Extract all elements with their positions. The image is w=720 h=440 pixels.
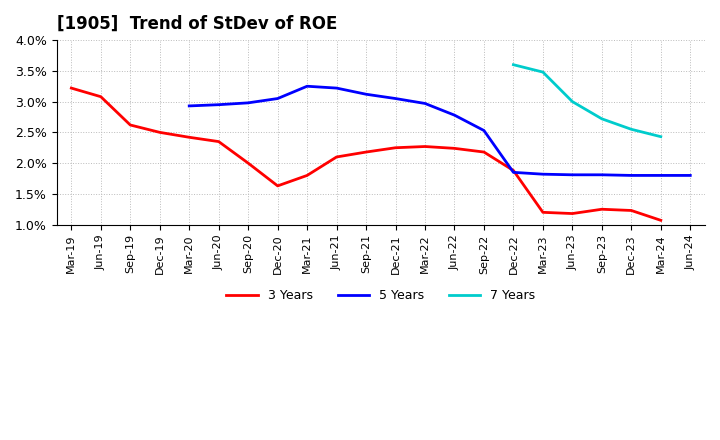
Text: [1905]  Trend of StDev of ROE: [1905] Trend of StDev of ROE: [57, 15, 337, 33]
3 Years: [391, 145, 400, 150]
5 Years: [539, 172, 547, 177]
5 Years: [244, 100, 253, 106]
7 Years: [598, 116, 606, 121]
3 Years: [67, 85, 76, 91]
3 Years: [539, 210, 547, 215]
3 Years: [627, 208, 636, 213]
5 Years: [509, 170, 518, 175]
7 Years: [509, 62, 518, 67]
Line: 3 Years: 3 Years: [71, 88, 661, 220]
5 Years: [450, 113, 459, 118]
3 Years: [568, 211, 577, 216]
5 Years: [657, 173, 665, 178]
5 Years: [361, 92, 370, 97]
3 Years: [244, 161, 253, 166]
3 Years: [598, 207, 606, 212]
7 Years: [539, 70, 547, 75]
3 Years: [303, 173, 312, 178]
3 Years: [450, 146, 459, 151]
3 Years: [185, 135, 194, 140]
5 Years: [215, 102, 223, 107]
Line: 5 Years: 5 Years: [189, 86, 690, 176]
5 Years: [391, 96, 400, 101]
5 Years: [627, 173, 636, 178]
3 Years: [332, 154, 341, 160]
Legend: 3 Years, 5 Years, 7 Years: 3 Years, 5 Years, 7 Years: [221, 284, 540, 307]
7 Years: [627, 127, 636, 132]
5 Years: [185, 103, 194, 109]
3 Years: [126, 122, 135, 128]
3 Years: [480, 150, 488, 155]
7 Years: [568, 99, 577, 104]
3 Years: [509, 168, 518, 173]
7 Years: [657, 134, 665, 139]
5 Years: [332, 85, 341, 91]
5 Years: [686, 173, 695, 178]
5 Years: [303, 84, 312, 89]
3 Years: [420, 144, 429, 149]
5 Years: [568, 172, 577, 177]
5 Years: [420, 101, 429, 106]
5 Years: [598, 172, 606, 177]
3 Years: [274, 183, 282, 188]
3 Years: [215, 139, 223, 144]
Line: 7 Years: 7 Years: [513, 65, 661, 137]
3 Years: [96, 94, 105, 99]
3 Years: [657, 218, 665, 223]
5 Years: [480, 128, 488, 133]
3 Years: [156, 130, 164, 135]
5 Years: [274, 96, 282, 101]
3 Years: [361, 150, 370, 155]
